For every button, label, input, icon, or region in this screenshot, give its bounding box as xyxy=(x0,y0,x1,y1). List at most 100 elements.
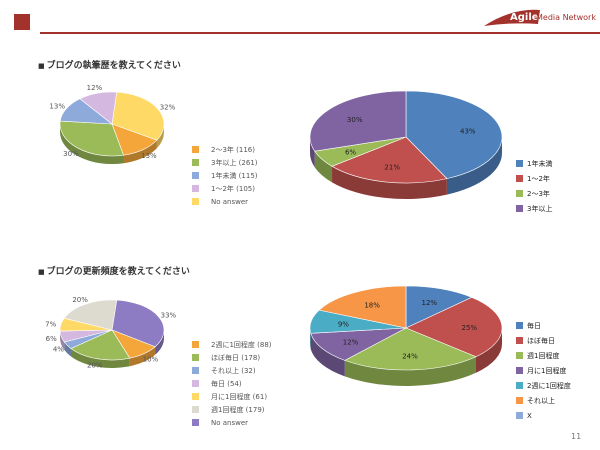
legend-item: 1～2年 xyxy=(516,171,552,186)
legend-label: 2週に1回程度 (88) xyxy=(211,340,272,349)
pie-chart-writing-history-color: 43% 21% 6% 30% xyxy=(309,90,503,199)
pie-data-label: 6% xyxy=(46,335,57,343)
pie-slice-side xyxy=(60,124,124,164)
pie-data-label: 24% xyxy=(402,353,418,361)
pie-slice xyxy=(309,90,407,152)
legend-item: 週1回程度 xyxy=(516,348,571,363)
legend-label: 3年以上 (261) xyxy=(211,158,258,167)
pie-slice xyxy=(318,285,407,329)
legend-item: それ以上 (32) xyxy=(192,364,272,377)
pie-slice-side xyxy=(71,348,130,368)
pie-slice xyxy=(70,329,131,361)
company-logo: Agile Media Network xyxy=(482,6,598,30)
pie-slice-side xyxy=(314,151,333,183)
legend-swatch xyxy=(192,341,199,348)
section-title-text: ブログの更新頻度を教えてください xyxy=(46,267,190,277)
logo-agile-text: Agile xyxy=(510,12,539,23)
pie-slice xyxy=(59,120,124,157)
legend-swatch xyxy=(516,322,523,329)
pie-data-label: 4% xyxy=(53,345,64,353)
legend-swatch xyxy=(192,185,199,192)
legend-item: 1年未満 (115) xyxy=(192,169,258,182)
legend-item: 月に1回程度 (61) xyxy=(192,390,272,403)
pie-data-label: 12% xyxy=(343,338,359,346)
legend-label: 3年以上 xyxy=(527,204,553,213)
legend-swatch xyxy=(192,419,199,426)
legend-label: 2～3年 (116) xyxy=(211,145,255,154)
legend-swatch xyxy=(192,159,199,166)
legend-item: 毎日 (54) xyxy=(192,377,272,390)
pie-slice-side xyxy=(123,140,157,164)
legend-item: 2週に1回程度 (88) xyxy=(192,338,272,351)
legend-item: X xyxy=(516,408,571,423)
legend-item: 3年以上 xyxy=(516,201,552,216)
legend-swatch xyxy=(516,190,523,197)
legend-item: それ以上 xyxy=(516,393,571,408)
legend-label: ほぼ毎日 xyxy=(527,336,555,345)
legend-label: 毎日 (54) xyxy=(211,379,242,388)
legend-item: 2週に1回程度 xyxy=(516,378,571,393)
pie-data-label: 21% xyxy=(384,164,400,172)
pie-data-label: 10% xyxy=(143,355,159,363)
legend-swatch xyxy=(192,146,199,153)
legend-item: No answer xyxy=(192,416,272,429)
pie-slice xyxy=(405,297,503,358)
legend-item: 1年未満 xyxy=(516,156,552,171)
pie-data-label: 20% xyxy=(72,296,88,304)
pie-data-label: 20% xyxy=(87,362,103,370)
section-title-update-frequency: ■ ブログの更新頻度を教えてください xyxy=(38,264,190,277)
legend-swatch xyxy=(516,412,523,419)
section-title-text: ブログの執筆歴を教えてください xyxy=(46,61,181,71)
legend-label: 1年未満 (115) xyxy=(211,171,258,180)
pie-slice xyxy=(405,285,473,329)
pie-chart-writing-history-grey: 32% 13% 30% 13% 12% xyxy=(49,84,176,164)
legend-label: 2週に1回程度 xyxy=(527,381,571,390)
legend-swatch xyxy=(516,397,523,404)
legend-item: 週1回程度 (179) xyxy=(192,403,272,416)
pie-data-label: 30% xyxy=(63,150,79,158)
corner-square xyxy=(14,14,30,30)
pie-data-label: 32% xyxy=(160,103,176,111)
legend-item: 3年以上 (261) xyxy=(192,156,258,169)
legend-item: 2～3年 xyxy=(516,186,552,201)
pie-slice-side xyxy=(129,346,156,367)
legend-label: 毎日 xyxy=(527,321,541,330)
legend-swatch xyxy=(516,337,523,344)
legend-swatch xyxy=(192,393,199,400)
pie-data-label: 12% xyxy=(87,84,103,92)
legend-swatch xyxy=(516,382,523,389)
legend-item: 2～3年 (116) xyxy=(192,143,258,156)
legend-swatch xyxy=(192,354,199,361)
legend-label: No answer xyxy=(211,418,249,427)
legend-label: 1～2年 xyxy=(527,174,550,183)
pie-data-label: 6% xyxy=(345,149,356,157)
legend-label: 週1回程度 (179) xyxy=(211,405,265,414)
pie-slice xyxy=(405,90,503,179)
legend-label: 週1回程度 xyxy=(527,351,560,360)
legend-label: ほぼ毎日 (178) xyxy=(211,353,261,362)
legend-swatch xyxy=(192,367,199,374)
legend-item: 月に1回程度 xyxy=(516,363,571,378)
pie-slice xyxy=(63,299,118,331)
pie-data-label: 9% xyxy=(338,321,349,329)
logo-swoosh-icon xyxy=(484,9,540,26)
legend-item: ほぼ毎日 xyxy=(516,333,571,348)
legend-item: 1～2年 (105) xyxy=(192,182,258,195)
title-bullet: ■ xyxy=(38,62,45,70)
legend-swatch xyxy=(192,198,199,205)
legend-label: 月に1回程度 (61) xyxy=(211,392,268,401)
legend-swatch xyxy=(192,406,199,413)
legend-item: ほぼ毎日 (178) xyxy=(192,351,272,364)
pie-slice xyxy=(111,91,165,141)
pie-data-label: 30% xyxy=(347,116,363,124)
pie-slice xyxy=(331,136,448,184)
legend-swatch xyxy=(516,205,523,212)
pie-slice xyxy=(111,299,165,348)
legend-writing-history-grey: 2～3年 (116) 3年以上 (261) 1年未満 (115) 1～2年 (105)… xyxy=(192,143,258,208)
pie-slice xyxy=(310,327,407,361)
legend-swatch xyxy=(516,175,523,182)
pie-data-label: 18% xyxy=(364,302,380,310)
legend-update-frequency-grey: 2週に1回程度 (88) ほぼ毎日 (178) それ以上 (32) 毎日 (54) 月に… xyxy=(192,338,272,429)
page-number: 11 xyxy=(571,432,582,441)
legend-writing-history-color: 1年未満 1～2年 2～3年 3年以上 xyxy=(516,156,552,216)
